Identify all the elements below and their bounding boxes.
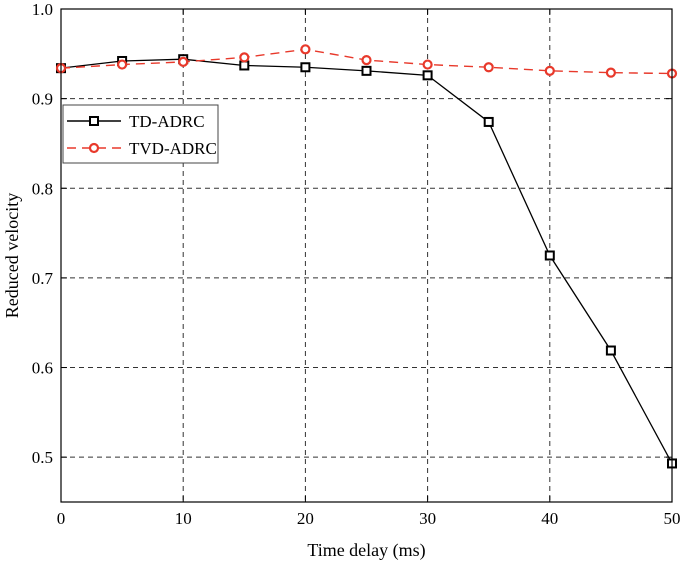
legend-label: TD-ADRC [129,112,205,131]
legend-marker [88,142,100,154]
data-point [422,59,433,70]
legend: TD-ADRC TVD-ADRC [62,104,219,164]
data-point [483,116,494,127]
y-tick-label: 0.9 [32,90,53,109]
data-point [116,59,128,70]
data-point [483,62,494,73]
y-tick-label: 0.8 [32,179,53,198]
x-tick-label: 50 [664,509,681,528]
data-point [178,56,189,67]
y-tick-label: 1.0 [32,0,53,19]
x-tick-label: 10 [175,509,192,528]
data-point [239,60,250,71]
axis-ticks: 0 10 20 30 40 50 0.5 0.6 0.7 0.8 0.9 1.0 [32,0,681,528]
data-point [239,52,250,63]
data-point [300,44,311,55]
x-tick-label: 0 [57,509,66,528]
data-point [544,65,555,76]
series-layer [55,44,678,469]
grid-lines [61,9,672,502]
data-point [361,54,372,66]
x-axis-title: Time delay (ms) [307,540,425,561]
y-tick-label: 0.6 [32,359,53,378]
y-tick-label: 0.7 [32,269,54,288]
legend-marker [89,116,99,126]
data-point [605,67,617,78]
data-point [544,250,555,261]
data-point [605,345,616,356]
x-tick-label: 20 [297,509,314,528]
y-axis-title: Reduced velocity [2,193,22,318]
data-point [300,62,311,73]
data-point [361,65,372,76]
x-tick-label: 40 [541,509,558,528]
y-tick-label: 0.5 [32,448,53,467]
legend-label: TVD-ADRC [129,139,217,158]
plot-frame [60,8,673,503]
data-point [422,70,433,81]
x-tick-label: 30 [419,509,436,528]
legend-box [62,104,219,164]
